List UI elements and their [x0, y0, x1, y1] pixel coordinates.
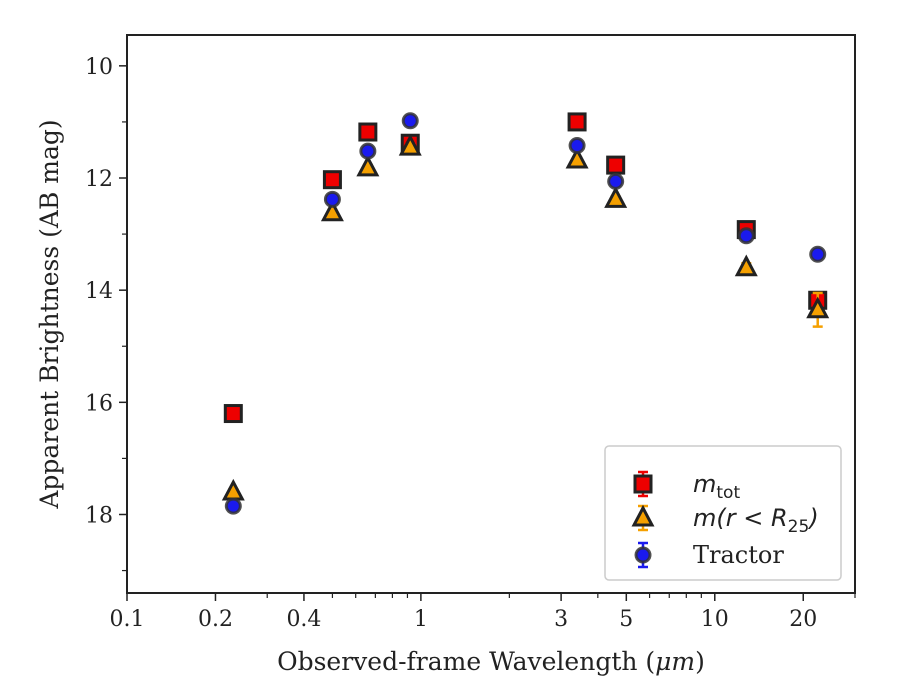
x-tick-label: 0.1 [110, 607, 145, 632]
tractor-point-series [224, 112, 827, 515]
m-r25-point [398, 133, 422, 156]
legend-label-square: mtot [693, 470, 740, 503]
axis-ticks: 0.1 0.2 0.4 1 3 5 10 20 10 12 14 16 18 [85, 55, 856, 632]
legend-marker-square [633, 474, 653, 494]
legend-label-triangle: m(r < R25) [693, 504, 819, 537]
tractor-point [809, 245, 827, 263]
m-r25-point [806, 296, 830, 319]
tractor-point [323, 190, 341, 208]
x-tick-label: 1 [414, 607, 428, 632]
legend-marker-circle [634, 546, 652, 564]
legend-box [604, 445, 842, 581]
mtot-point [606, 155, 626, 175]
m-r25-point [734, 254, 758, 277]
mtot-point [322, 170, 342, 190]
legend-marker-triangle [631, 504, 655, 527]
m-r25-point [565, 146, 589, 169]
m-r25-point-series [221, 133, 830, 501]
tractor-point [359, 142, 377, 160]
m-r25-point [356, 154, 380, 177]
x-tick-label: 20 [789, 607, 817, 632]
m-r25-point [604, 186, 628, 208]
mtot-point [567, 112, 587, 132]
data-markers [221, 112, 830, 515]
y-tick-label: 10 [85, 55, 113, 80]
x-tick-label: 3 [554, 607, 568, 632]
y-tick-label: 12 [85, 167, 113, 192]
y-tick-label: 18 [85, 503, 113, 528]
tractor-point [401, 112, 419, 130]
m-r25-point [320, 199, 344, 222]
y-tick-label: 14 [85, 279, 113, 304]
x-axis-label: Observed-frame Wavelength (μm) [277, 647, 705, 676]
tractor-point [737, 227, 755, 245]
x-tick-label: 0.2 [198, 607, 233, 632]
y-axis-label: Apparent Brightness (AB mag) [35, 119, 64, 509]
x-tick-label: 5 [619, 607, 633, 632]
legend-label-tractor: Tractor [693, 541, 784, 569]
mtot-point [358, 122, 378, 142]
x-tick-label: 0.4 [286, 607, 321, 632]
x-tick-label: 10 [701, 607, 729, 632]
x-axis-unit: μm [655, 647, 695, 676]
tractor-point [568, 136, 586, 154]
mtot-point [223, 404, 243, 424]
tractor-point [224, 497, 242, 515]
y-tick-label: 16 [85, 391, 113, 416]
tractor-point [607, 172, 625, 190]
